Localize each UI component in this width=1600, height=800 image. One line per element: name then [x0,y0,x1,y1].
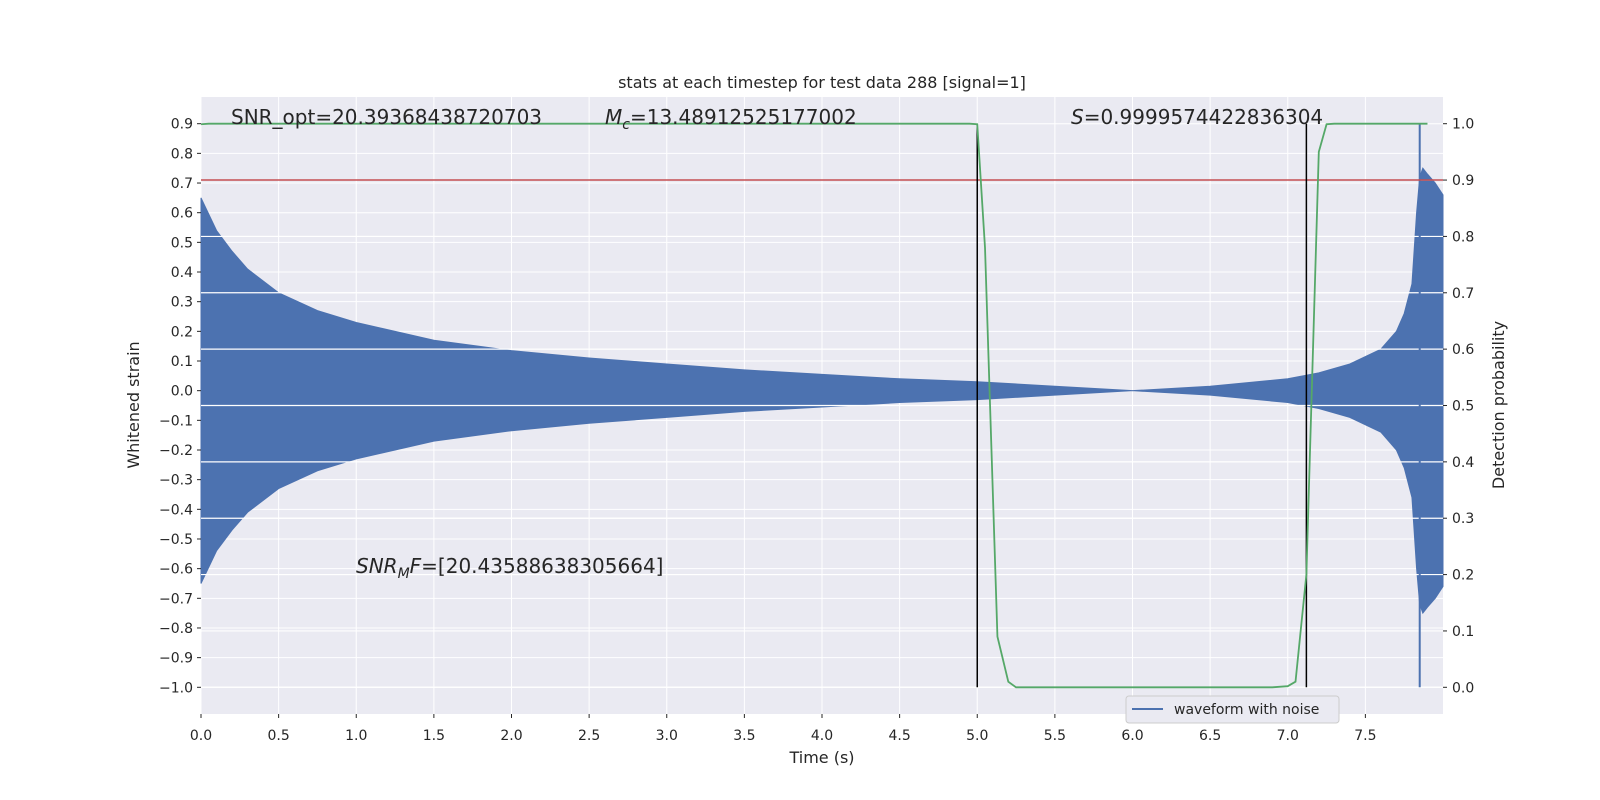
x-tick-labels: 0.0 0.5 1.0 1.5 2.0 2.5 3.0 3.5 4.0 4.5 5.0 5.5 6.0 6… [190,714,1377,744]
y-right-tick-label: 0.0 [1452,680,1474,696]
x-tick-label: 5.0 [966,728,988,744]
legend-box [1125,695,1340,724]
y-left-tick-label: 0.1 [171,354,193,370]
y-right-tick-label: 1.0 [1452,117,1474,133]
y-left-tick-label: 0.2 [171,324,193,340]
y-left-tick-label: −0.7 [159,591,193,607]
x-tick-label: 2.0 [500,728,522,744]
y-left-tick-label: 0.6 [171,206,193,222]
y-left-tick-label: 0.4 [171,265,193,281]
y-right-tick-label: 0.1 [1452,624,1474,640]
detection-probability-line [200,122,1428,689]
s-value: =0.9999574422836304 [1084,105,1323,129]
y-left-tick-labels: 0.9 0.8 0.7 0.6 0.5 0.4 0.3 0.2 0.1 0.0 −0.1 −0.2 −0… [159,117,201,696]
y-left-tick-label: 0.9 [171,117,193,133]
y-left-tick-label: −0.5 [159,532,193,548]
chart-title: stats at each timestep for test data 288… [618,73,1026,92]
snr-mf-value: =[20.43588638305664] [421,554,663,578]
x-tick-label: 0.0 [190,728,212,744]
y-left-tick-label: 0.3 [171,295,193,311]
waveform-envelope [200,167,1444,615]
y-axis-label-right: Detection probability [1489,321,1508,489]
x-tick-label: 7.5 [1354,728,1376,744]
y-left-tick-label: 0.5 [171,235,193,251]
y-right-tick-labels: 1.0 0.9 0.8 0.7 0.6 0.5 0.4 0.3 0.2 0.1 0.0 [1443,117,1474,696]
y-right-tick-label: 0.9 [1452,173,1474,189]
y-left-tick-label: −0.6 [159,562,193,578]
chirp-mass-symbol: M [605,105,622,129]
x-tick-label: 1.0 [345,728,367,744]
snr-mf-tail: F [410,554,422,578]
y-axis-label-left: Whitened strain [124,341,143,468]
y-right-tick-label: 0.4 [1452,455,1474,471]
y-right-tick-label: 0.2 [1452,568,1474,584]
x-tick-label: 3.5 [733,728,755,744]
x-axis-label: Time (s) [788,748,854,767]
chirp-mass-annotation: Mc=13.48912525177002 [605,105,857,133]
s-annotation: S=0.9999574422836304 [1071,105,1323,129]
x-tick-label: 6.5 [1199,728,1221,744]
x-tick-label: 6.0 [1121,728,1143,744]
snr-mf-annotation: SNRMF=[20.43588638305664] [356,554,664,582]
x-tick-label: 4.0 [811,728,833,744]
data-layer [200,122,1444,689]
y-right-tick-label: 0.3 [1452,511,1474,527]
y-left-tick-label: −0.9 [159,651,193,667]
y-right-tick-label: 0.7 [1452,286,1474,302]
y-left-tick-label: −0.3 [159,473,193,489]
legend-label-waveform: waveform with noise [1174,702,1319,718]
s-symbol: S [1071,105,1084,129]
x-tick-label: 5.5 [1044,728,1066,744]
legend: waveform with noise [1125,695,1340,724]
x-tick-label: 4.5 [888,728,910,744]
y-left-tick-label: −0.4 [159,502,193,518]
y-left-tick-label: 0.0 [171,384,193,400]
y-left-tick-label: 0.7 [171,176,193,192]
x-tick-label: 0.5 [267,728,289,744]
y-right-tick-label: 0.6 [1452,342,1474,358]
y-left-tick-label: −0.1 [159,413,193,429]
snr-mf-symbol: SNR [356,554,398,578]
x-tick-label: 1.5 [423,728,445,744]
y-right-tick-label: 0.5 [1452,399,1474,415]
x-tick-label: 7.0 [1277,728,1299,744]
snr-mf-subscript: M [398,566,410,582]
snr-opt-annotation: SNR_opt=20.39368438720703 [231,105,542,129]
y-left-tick-label: 0.8 [171,146,193,162]
x-tick-label: 2.5 [578,728,600,744]
y-left-tick-label: −1.0 [159,680,193,696]
y-left-tick-label: −0.8 [159,621,193,637]
y-right-tick-label: 0.8 [1452,229,1474,245]
y-left-tick-label: −0.2 [159,443,193,459]
chirp-mass-subscript: c [622,117,630,133]
chirp-mass-value: =13.48912525177002 [630,105,857,129]
x-tick-label: 3.0 [656,728,678,744]
